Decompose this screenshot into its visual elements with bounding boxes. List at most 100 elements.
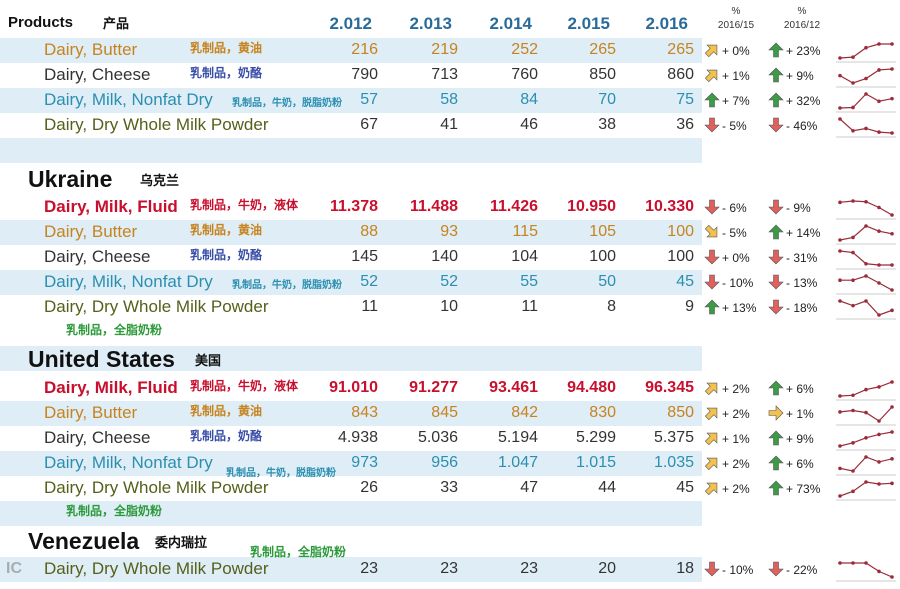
sparkline bbox=[836, 380, 896, 401]
value-cell: 219 bbox=[431, 41, 458, 58]
product-label-cn: 乳制品，牛奶，液体 bbox=[190, 379, 299, 393]
value-cell: 91.277 bbox=[409, 379, 458, 396]
value-cell: 93 bbox=[440, 223, 458, 240]
value-cell: 84 bbox=[520, 91, 538, 108]
sparkline-point bbox=[851, 393, 855, 398]
sparkline-point bbox=[851, 128, 855, 133]
value-cell: 1.035 bbox=[653, 454, 694, 471]
pct-change-2016-15: + 13% bbox=[722, 301, 757, 315]
sparkline bbox=[836, 67, 896, 88]
pct-change-2016-12: - 18% bbox=[786, 301, 818, 315]
sparkline-point bbox=[864, 274, 868, 278]
sparkline-point bbox=[864, 561, 868, 565]
sparkline bbox=[836, 405, 896, 426]
arrow-down-icon bbox=[704, 199, 720, 215]
arrow-down-icon bbox=[768, 299, 784, 315]
value-cell: 96.345 bbox=[645, 379, 694, 396]
product-label: Dairy, Dry Whole Milk Powder bbox=[44, 297, 269, 316]
sparkline-line bbox=[839, 68, 893, 84]
sparkline-point bbox=[851, 235, 855, 240]
value-cell: 5.036 bbox=[417, 429, 458, 446]
sparkline-point bbox=[864, 435, 868, 440]
value-cell: 1.047 bbox=[497, 454, 538, 471]
sparkline-point bbox=[877, 281, 881, 285]
product-label-cn: 乳制品，牛奶，脱脂奶粉 bbox=[232, 280, 342, 291]
sparkline bbox=[836, 480, 896, 501]
sparkline-point bbox=[864, 224, 868, 228]
row-band bbox=[0, 346, 702, 371]
value-cell: 20 bbox=[598, 560, 616, 577]
value-cell: 265 bbox=[589, 41, 616, 58]
sparkline-point bbox=[838, 494, 842, 498]
arrow-down-icon bbox=[768, 199, 784, 215]
product-label-cn: 乳制品，牛奶，液体 bbox=[190, 198, 299, 212]
product-label: Dairy, Dry Whole Milk Powder bbox=[44, 559, 269, 578]
sparkline-point bbox=[890, 308, 894, 313]
value-cell: 94.480 bbox=[567, 379, 616, 396]
arrow-up-icon bbox=[704, 92, 720, 108]
sparkline bbox=[836, 42, 896, 63]
arrow-diagonal-up-icon bbox=[704, 44, 718, 58]
sparkline-point bbox=[851, 303, 855, 308]
section-title: Venezuela bbox=[28, 528, 140, 554]
sparkline-line bbox=[839, 93, 893, 109]
sparkline-line bbox=[839, 300, 893, 316]
value-cell: 11.426 bbox=[489, 198, 538, 215]
product-label-cn: 乳制品，全脂奶粉 bbox=[66, 323, 163, 337]
value-cell: 26 bbox=[360, 479, 378, 496]
product-label-cn: 乳制品，牛奶，脱脂奶粉 bbox=[232, 98, 342, 109]
watermark-logo: IC bbox=[6, 560, 22, 577]
product-label: Dairy, Milk, Nonfat Dry bbox=[44, 453, 213, 472]
sparkline-point bbox=[877, 42, 881, 46]
pct-change-2016-15: + 2% bbox=[722, 482, 750, 496]
sparkline-point bbox=[890, 231, 894, 236]
sparkline bbox=[836, 117, 896, 138]
sparkline-point bbox=[851, 408, 855, 413]
sparkline bbox=[836, 561, 896, 582]
arrow-down-icon bbox=[768, 561, 784, 577]
arrow-up-icon bbox=[768, 380, 784, 396]
sparkline-point bbox=[851, 469, 855, 473]
pct-change-2016-12: + 23% bbox=[786, 44, 821, 58]
sparkline-point bbox=[838, 410, 842, 414]
value-cell: 47 bbox=[520, 479, 538, 496]
sparkline-point bbox=[864, 92, 868, 96]
value-cell: 1.015 bbox=[575, 454, 616, 471]
arrow-up-icon bbox=[768, 480, 784, 496]
section-title-cn: 委内瑞拉 bbox=[155, 535, 208, 550]
arrow-diagonal-up-icon bbox=[704, 382, 718, 396]
pct-change-2016-15: + 2% bbox=[722, 382, 750, 396]
sparkline-point bbox=[877, 205, 881, 210]
sparkline-point bbox=[838, 73, 842, 78]
product-label-cn: 乳制品，牛奶，脱脂奶粉 bbox=[226, 468, 336, 479]
sparkline-point bbox=[877, 419, 881, 423]
year-header: 2.015 bbox=[567, 14, 610, 33]
pct-change-2016-12: - 46% bbox=[786, 119, 818, 133]
value-cell: 845 bbox=[431, 404, 458, 421]
arrow-up-icon bbox=[768, 430, 784, 446]
value-cell: 100 bbox=[667, 223, 694, 240]
value-cell: 70 bbox=[598, 91, 616, 108]
value-cell: 11.378 bbox=[329, 198, 378, 215]
row-band bbox=[0, 38, 702, 63]
arrow-diagonal-up-icon bbox=[704, 482, 718, 496]
product-label: Dairy, Milk, Fluid bbox=[44, 378, 178, 397]
product-label-cn: 乳制品，奶酪 bbox=[190, 66, 263, 80]
arrow-up-icon bbox=[768, 455, 784, 471]
section-title: United States bbox=[28, 346, 175, 372]
sparkline-point bbox=[838, 200, 842, 205]
row-band bbox=[0, 220, 702, 245]
product-label: Dairy, Cheese bbox=[44, 65, 151, 84]
product-label: Dairy, Milk, Nonfat Dry bbox=[44, 90, 213, 109]
value-cell: 265 bbox=[667, 41, 694, 58]
row-band bbox=[0, 501, 702, 526]
value-cell: 36 bbox=[676, 116, 694, 133]
pct-change-2016-12: + 32% bbox=[786, 94, 821, 108]
value-cell: 100 bbox=[589, 248, 616, 265]
value-cell: 115 bbox=[512, 223, 538, 240]
sparkline-point bbox=[864, 410, 868, 415]
sparkline-point bbox=[864, 126, 868, 131]
sparkline-point bbox=[864, 480, 868, 484]
arrow-down-icon bbox=[768, 274, 784, 290]
